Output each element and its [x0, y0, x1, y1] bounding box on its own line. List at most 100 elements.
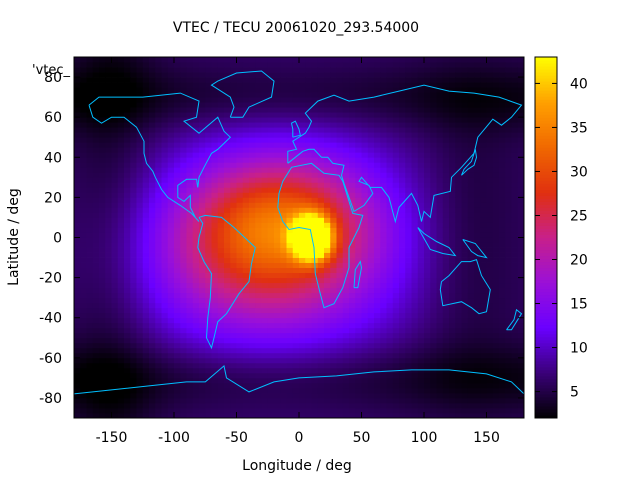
heatmap-cell [424, 102, 431, 108]
heatmap-cell [436, 287, 444, 294]
heatmap-cell [92, 252, 100, 258]
heatmap-cell [111, 272, 119, 279]
heatmap-cell [317, 82, 325, 88]
heatmap-cell [324, 57, 331, 63]
heatmap-cell [349, 397, 356, 404]
heatmap-cell [174, 392, 181, 399]
heatmap-cell [161, 187, 169, 193]
heatmap-cell [142, 162, 150, 168]
heatmap-cell [192, 117, 200, 123]
heatmap-cell [186, 217, 194, 223]
heatmap-cell [267, 247, 275, 253]
heatmap-cell [374, 272, 381, 279]
heatmap-cell [180, 392, 187, 399]
heatmap-cell [211, 227, 219, 233]
heatmap-cell [380, 132, 387, 138]
heatmap-cell [149, 162, 156, 168]
heatmap-cell [442, 272, 450, 279]
heatmap-cell [117, 322, 125, 329]
heatmap-cell [74, 202, 81, 208]
heatmap-cell [92, 187, 100, 193]
heatmap-cell [467, 312, 475, 319]
heatmap-cell [336, 317, 344, 324]
heatmap-cell [467, 357, 475, 364]
heatmap-cell [442, 62, 450, 68]
heatmap-cell [99, 142, 106, 148]
heatmap-cell [167, 282, 175, 289]
heatmap-cell [492, 332, 500, 339]
heatmap-cell [186, 107, 194, 113]
heatmap-cell [324, 237, 331, 243]
heatmap-cell [74, 302, 81, 309]
heatmap-cell [311, 382, 319, 389]
heatmap-cell [217, 262, 225, 268]
heatmap-cell [92, 182, 100, 188]
heatmap-cell [449, 322, 456, 329]
heatmap-cell [467, 102, 475, 108]
heatmap-cell [386, 382, 394, 389]
heatmap-cell [474, 82, 481, 88]
heatmap-cell [317, 87, 325, 93]
heatmap-cell [274, 82, 281, 88]
heatmap-cell [286, 172, 294, 178]
heatmap-cell [405, 107, 412, 113]
heatmap-cell [336, 297, 344, 304]
heatmap-cell [330, 412, 337, 419]
heatmap-cell [255, 212, 262, 218]
heatmap-cell [86, 182, 94, 188]
heatmap-cell [199, 147, 206, 153]
heatmap-cell [261, 192, 269, 198]
heatmap-cell [124, 212, 131, 218]
heatmap-cell [455, 337, 462, 344]
heatmap-cell [230, 312, 237, 319]
heatmap-cell [342, 267, 350, 273]
heatmap-cell [261, 207, 269, 213]
heatmap-cell [167, 137, 175, 143]
heatmap-cell [186, 322, 194, 329]
heatmap-cell [442, 297, 450, 304]
heatmap-cell [124, 337, 131, 344]
heatmap-cell [199, 117, 206, 123]
heatmap-cell [299, 172, 306, 178]
heatmap-cell [80, 312, 87, 319]
heatmap-cell [236, 347, 244, 354]
heatmap-cell [199, 342, 206, 349]
heatmap-cell [449, 292, 456, 299]
heatmap-cell [205, 247, 212, 253]
heatmap-cell [349, 187, 356, 193]
heatmap-cell [180, 377, 187, 384]
heatmap-cell [236, 182, 244, 188]
heatmap-cell [499, 357, 506, 364]
heatmap-cell [155, 272, 162, 279]
heatmap-cell [349, 72, 356, 78]
heatmap-cell [86, 287, 94, 294]
heatmap-cell [80, 97, 87, 103]
heatmap-cell [80, 342, 87, 349]
heatmap-cell [224, 202, 231, 208]
heatmap-cell [136, 132, 144, 138]
heatmap-cell [355, 57, 362, 63]
heatmap-cell [436, 377, 444, 384]
heatmap-cell [292, 277, 300, 284]
heatmap-cell [261, 307, 269, 314]
heatmap-cell [292, 292, 300, 299]
heatmap-cell [255, 317, 262, 324]
heatmap-cell [480, 297, 487, 304]
heatmap-cell [449, 187, 456, 193]
heatmap-cell [449, 142, 456, 148]
heatmap-cell [155, 287, 162, 294]
heatmap-cell [380, 302, 387, 309]
heatmap-cell [249, 132, 256, 138]
heatmap-cell [180, 272, 187, 279]
heatmap-cell [349, 367, 356, 374]
heatmap-cell [186, 147, 194, 153]
heatmap-cell [217, 387, 225, 394]
heatmap-cell [211, 207, 219, 213]
heatmap-cell [136, 172, 144, 178]
heatmap-cell [230, 87, 237, 93]
heatmap-cell [355, 82, 362, 88]
heatmap-cell [274, 392, 281, 399]
heatmap-cell [499, 407, 506, 414]
heatmap-cell [92, 112, 100, 118]
heatmap-cell [442, 357, 450, 364]
